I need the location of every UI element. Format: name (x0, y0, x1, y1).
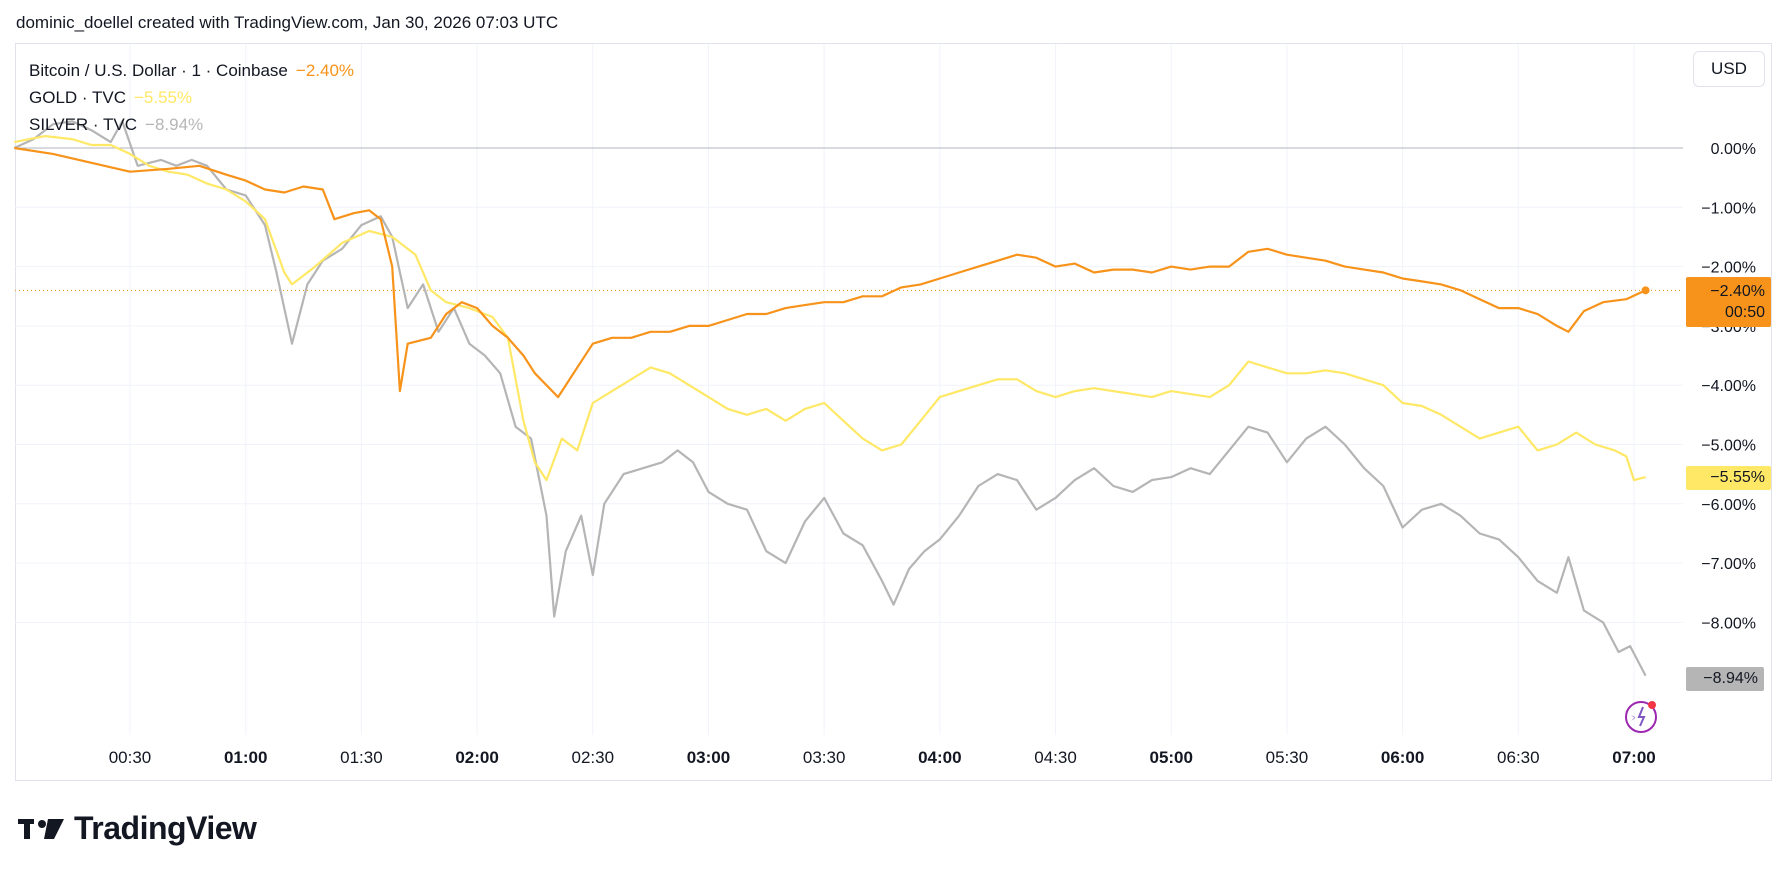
y-tick-label: −8.00% (1701, 615, 1756, 632)
x-tick-label: 01:30 (340, 748, 383, 767)
legend-item-gold[interactable]: GOLD · TVC −5.55% (29, 84, 354, 111)
x-tick-label: 04:30 (1034, 748, 1077, 767)
legend-change: −8.94% (145, 115, 204, 134)
grid-layer (15, 44, 1683, 735)
x-tick-label: 01:00 (224, 748, 267, 767)
btc-price-badge: −2.40% 00:50 (1686, 277, 1771, 327)
x-tick-label: 06:00 (1381, 748, 1424, 767)
brand-name: TradingView (74, 810, 257, 846)
ai-sparkle-icon[interactable] (1619, 695, 1663, 739)
legend-label: Bitcoin / U.S. Dollar · 1 · Coinbase (29, 61, 288, 80)
silver-price-badge: −8.94% (1686, 667, 1764, 691)
y-axis: 0.00%−1.00%−2.00%−3.00%−4.00%−5.00%−6.00… (1701, 141, 1756, 632)
series-layer (13, 120, 1650, 677)
silver-series-line (13, 120, 1647, 677)
x-tick-label: 05:00 (1149, 748, 1192, 767)
silver-value-label: −8.94% (1703, 670, 1758, 687)
legend-change: −2.40% (295, 61, 355, 80)
y-tick-label: 0.00% (1711, 141, 1756, 158)
x-tick-label: 02:30 (571, 748, 614, 767)
y-tick-label: −1.00% (1701, 200, 1756, 217)
gold-price-badge: −5.55% (1686, 466, 1771, 490)
tradingview-logo-icon (18, 818, 64, 839)
x-tick-label: 04:00 (918, 748, 961, 767)
btc-series-line (14, 146, 1647, 399)
chart-frame (15, 43, 1772, 781)
gold-value-label: −5.55% (1710, 469, 1765, 486)
y-tick-label: −6.00% (1701, 497, 1756, 514)
legend-label: SILVER · TVC (29, 115, 138, 134)
x-axis: 00:30 01:00 01:30 02:00 02:30 03:00 03:30 04:00… (109, 748, 1656, 767)
x-tick-label: 07:00 (1612, 748, 1655, 767)
tradingview-logo[interactable]: TradingView (18, 810, 257, 847)
legend-label: GOLD · TVC (29, 88, 126, 107)
attribution-header: dominic_doellel created with TradingView… (16, 13, 559, 32)
legend-item-btc[interactable]: Bitcoin / U.S. Dollar · 1 · Coinbase −2.4… (29, 57, 354, 84)
y-tick-label: −5.00% (1701, 438, 1756, 455)
legend-change: −5.55% (133, 88, 193, 107)
x-tick-label: 06:30 (1497, 748, 1540, 767)
chart-legend: Bitcoin / U.S. Dollar · 1 · Coinbase −2.4… (29, 57, 354, 138)
x-tick-label: 02:00 (455, 748, 498, 767)
x-tick-label: 03:00 (687, 748, 730, 767)
btc-last-point (1641, 286, 1650, 295)
btc-value-label: −2.40% (1710, 283, 1765, 300)
x-tick-label: 05:30 (1266, 748, 1309, 767)
gold-series-line (14, 135, 1646, 482)
x-tick-label: 03:30 (803, 748, 846, 767)
btc-countdown-label: 00:50 (1724, 304, 1765, 321)
currency-button[interactable]: USD (1693, 51, 1765, 87)
y-tick-label: −4.00% (1701, 378, 1756, 395)
x-tick-label: 00:30 (109, 748, 152, 767)
y-tick-label: −2.00% (1701, 260, 1756, 277)
legend-item-silver[interactable]: SILVER · TVC −8.94% (29, 111, 354, 138)
y-tick-label: −7.00% (1701, 556, 1756, 573)
